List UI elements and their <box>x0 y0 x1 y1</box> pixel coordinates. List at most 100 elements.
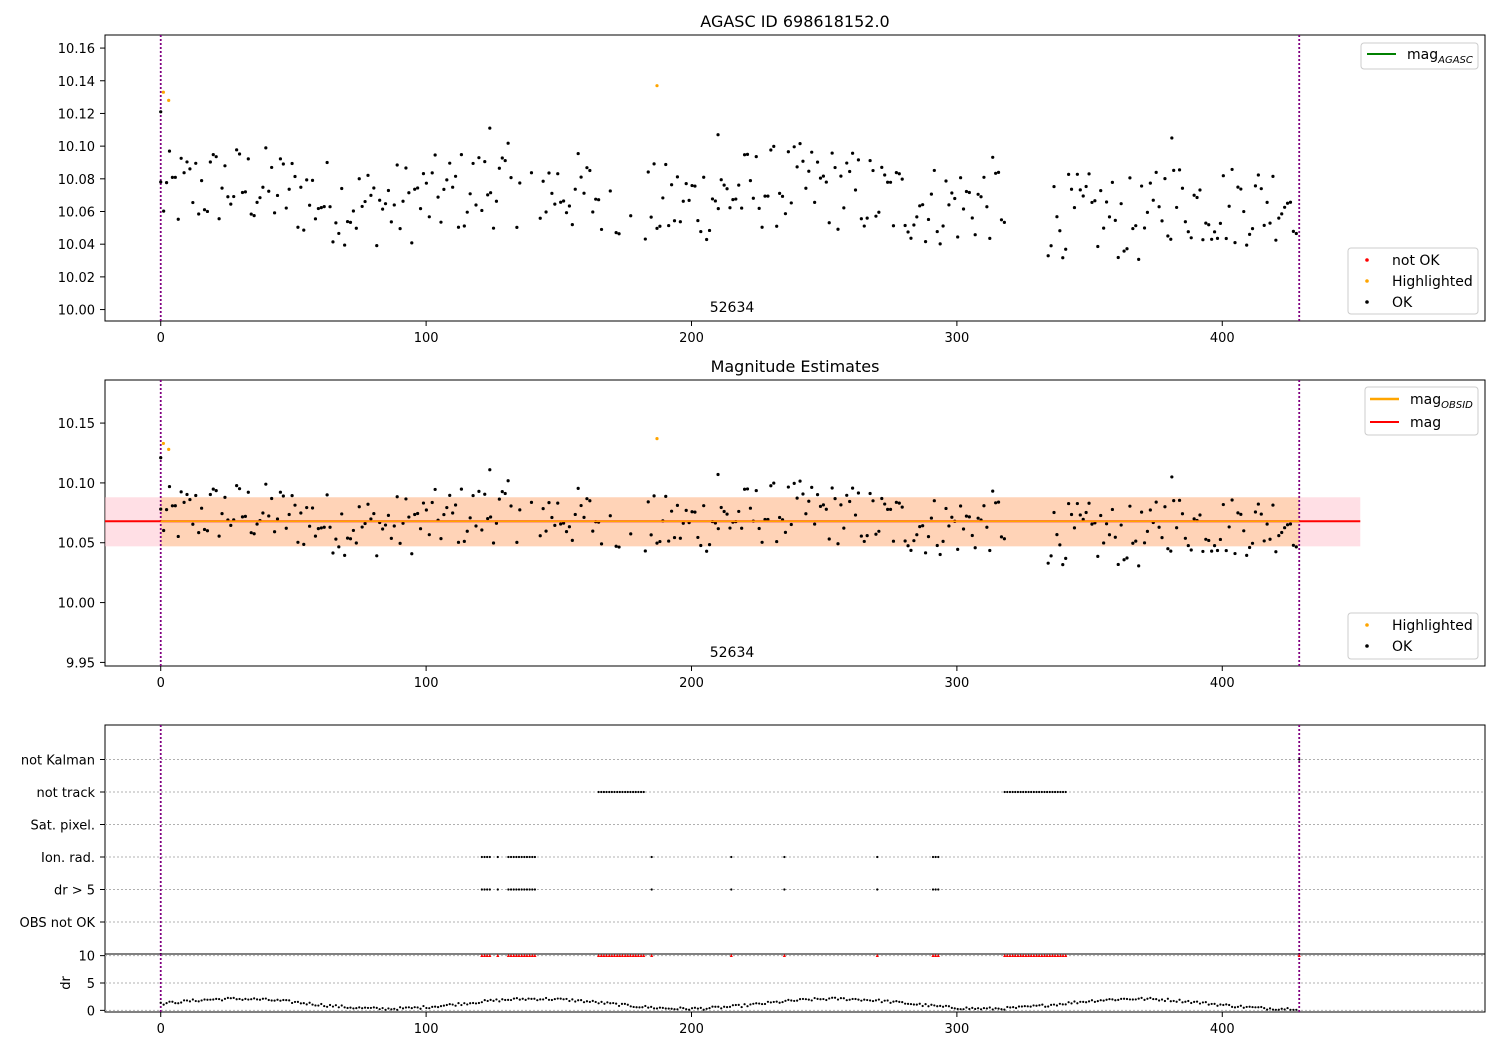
ok-point <box>538 216 542 220</box>
ok-point <box>760 225 764 229</box>
ok-point <box>416 511 420 516</box>
ok-point <box>848 169 852 174</box>
ok-point <box>883 502 887 506</box>
flag-point <box>1059 790 1062 794</box>
ok-point <box>1204 221 1208 225</box>
dr-point <box>1146 997 1149 1000</box>
dr-point <box>492 999 495 1003</box>
estimates-point-legend: Highlighted OK <box>1347 612 1479 660</box>
dr-point <box>340 1004 343 1007</box>
ok-point <box>1177 498 1182 502</box>
ok-point <box>608 514 612 518</box>
ok-point <box>1180 512 1185 516</box>
ok-point <box>448 493 452 497</box>
ok-point <box>264 482 268 486</box>
ok-point <box>170 175 175 179</box>
ok-point <box>693 184 697 188</box>
ok-point <box>413 187 417 191</box>
ok-point <box>1078 513 1082 517</box>
ok-point <box>380 527 385 531</box>
dr-point <box>296 1000 300 1004</box>
ok-point <box>404 497 408 501</box>
ok-point <box>1055 532 1059 537</box>
dr-point <box>1041 1003 1044 1006</box>
ok-point <box>690 510 694 514</box>
ok-point <box>1224 236 1228 241</box>
flag-point <box>509 855 513 859</box>
dr-point <box>760 1002 764 1006</box>
ok-point <box>351 209 355 213</box>
dr-point <box>1152 997 1155 1001</box>
ok-point <box>1262 539 1266 543</box>
ok-point <box>702 504 706 508</box>
ok-point <box>850 486 855 490</box>
agasc-y-axis: 10.00 10.02 10.04 10.06 10.08 10.10 10.12 10.14… <box>58 42 105 319</box>
dr-point <box>305 1003 308 1006</box>
ok-point <box>567 525 572 529</box>
flag-point <box>523 888 526 891</box>
dr-clipped-marker <box>1053 954 1057 958</box>
flag-point <box>1038 790 1041 794</box>
ok-point <box>675 503 680 508</box>
ok-point <box>941 539 945 543</box>
ok-point <box>853 513 858 517</box>
dr-point <box>1228 1003 1231 1007</box>
dr-point <box>1245 1005 1248 1009</box>
ok-point <box>200 179 204 183</box>
y-tick-label: 10.04 <box>58 238 95 253</box>
dr-point <box>1184 1000 1187 1003</box>
dr-point <box>1093 1000 1096 1003</box>
ok-point <box>713 199 717 203</box>
ok-point <box>357 177 361 181</box>
ok-point <box>1160 219 1164 223</box>
y-tick-label: 10.08 <box>58 173 95 188</box>
dr-clipped-marker <box>530 954 534 958</box>
ok-point <box>696 218 700 223</box>
dr-point <box>734 1003 737 1007</box>
dr-point <box>577 999 580 1002</box>
ok-point <box>1119 523 1123 527</box>
ok-point <box>547 500 551 505</box>
ok-point <box>745 487 750 491</box>
x-tick-label: 200 <box>679 1022 704 1037</box>
ok-point <box>287 187 291 191</box>
dr-point <box>763 1002 767 1006</box>
ok-point <box>313 534 318 538</box>
ok-point <box>486 516 490 521</box>
dr-point <box>752 1002 755 1005</box>
dr-point <box>1277 1008 1280 1011</box>
ok-point <box>310 178 315 182</box>
flag-point <box>517 888 521 891</box>
ok-point <box>471 493 475 498</box>
ok-point <box>375 244 379 248</box>
ok-point <box>1186 230 1190 234</box>
ok-point <box>465 529 469 533</box>
ok-point <box>742 153 747 157</box>
highlighted-point <box>161 90 165 94</box>
ok-point <box>737 509 741 514</box>
ok-point <box>1253 510 1258 514</box>
flag-point <box>1053 790 1057 794</box>
dr-point <box>626 1003 629 1006</box>
ok-point <box>658 224 662 228</box>
dr-clipped-marker <box>875 954 879 958</box>
flag-point <box>634 790 637 794</box>
ok-point <box>999 535 1004 539</box>
dr-clipped-marker <box>612 954 617 958</box>
ok-point <box>979 195 983 199</box>
dr-point <box>451 1003 454 1006</box>
flag-point <box>1011 790 1014 794</box>
dr-point <box>159 1001 162 1004</box>
dr-point <box>1096 1000 1099 1003</box>
ok-point <box>418 207 423 211</box>
ok-point <box>237 487 242 491</box>
ok-point <box>649 215 653 219</box>
dr-clipped-marker <box>1011 954 1015 958</box>
dr-point <box>772 1000 775 1004</box>
legend-mag-obsid-label: mag <box>1410 392 1441 408</box>
ok-point <box>345 536 350 540</box>
ok-point <box>372 511 376 516</box>
ok-point <box>1198 513 1202 517</box>
ok-point <box>1198 188 1202 192</box>
ok-point <box>570 223 574 227</box>
